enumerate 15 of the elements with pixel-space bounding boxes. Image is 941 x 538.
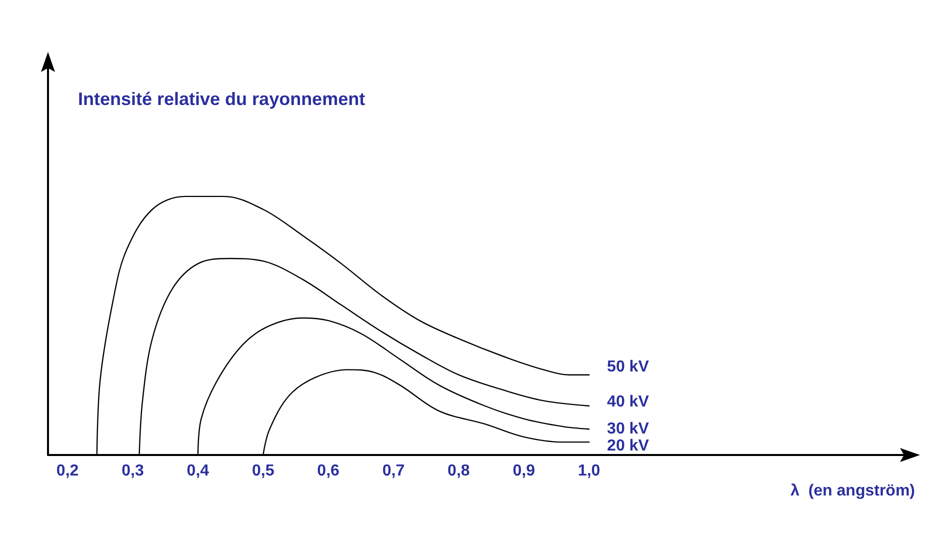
x-axis-title: λ (en angström) (790, 482, 915, 500)
x-tick-label: 0,5 (252, 462, 274, 480)
x-tick-label: 0,8 (448, 462, 470, 480)
x-tick-label: 0,9 (512, 462, 536, 480)
x-tick-label: 0,6 (317, 462, 340, 480)
x-tick-label: 0,7 (382, 462, 405, 480)
series-label: 50 kV (607, 358, 650, 376)
x-tick-label: 0,4 (186, 462, 210, 480)
series-label: 30 kV (607, 420, 650, 438)
x-tick-label: 0,3 (122, 462, 144, 480)
x-tick-label: 0,2 (56, 462, 79, 480)
x-tick-label: 1,0 (578, 462, 600, 480)
series-label: 40 kV (607, 393, 650, 410)
y-axis-title: Intensité relative du rayonnement (78, 88, 366, 111)
series-label: 20 kV (607, 438, 650, 455)
